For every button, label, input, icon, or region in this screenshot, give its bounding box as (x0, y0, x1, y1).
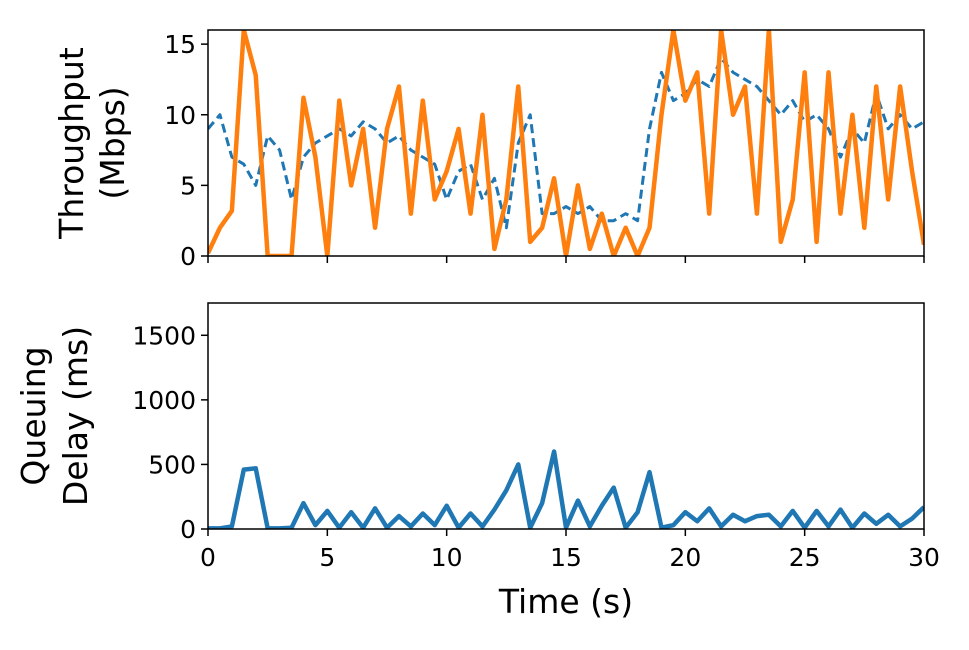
y-axis-label: Queuing (14, 346, 53, 485)
y-tick-label: 10 (164, 101, 196, 130)
x-axis-label: Time (s) (498, 582, 633, 621)
x-tick-label: 5 (319, 543, 335, 572)
axes-frame (207, 302, 925, 530)
plot-area (208, 30, 924, 256)
data-line (208, 56, 924, 230)
y-tick-label: 0 (180, 242, 196, 271)
y-tick-label: 15 (164, 30, 196, 59)
y-axis-label: Throughput (52, 47, 91, 240)
data-line (208, 30, 924, 256)
y-axis-label: (Mbps) (93, 86, 132, 199)
x-tick-label: 15 (550, 543, 582, 572)
plot-area (208, 449, 924, 529)
y-axis-label: Delay (ms) (56, 326, 95, 506)
y-tick-label: 5 (180, 171, 196, 200)
data-line (208, 449, 924, 529)
y-tick-label: 1500 (132, 321, 196, 350)
y-tick-label: 1000 (132, 386, 196, 415)
x-tick-label: 0 (200, 543, 216, 572)
x-tick-label: 25 (789, 543, 821, 572)
x-tick-label: 10 (431, 543, 463, 572)
x-tick-label: 20 (669, 543, 701, 572)
x-tick-label: 30 (908, 543, 940, 572)
y-tick-label: 500 (148, 450, 196, 479)
y-tick-label: 0 (180, 515, 196, 544)
